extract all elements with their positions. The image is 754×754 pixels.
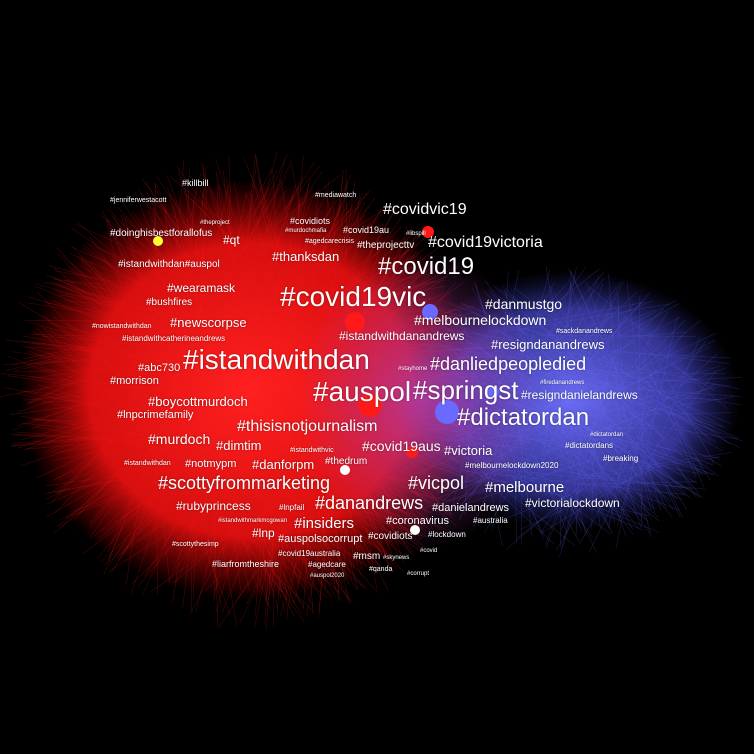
hashtag-label: #jenniferwestacott xyxy=(110,197,167,205)
hashtag-label: #libspill xyxy=(406,231,426,238)
hashtag-label: #covid19vic xyxy=(280,280,427,312)
nodes xyxy=(153,226,499,535)
hashtag-label: #danielandrews xyxy=(432,502,510,515)
hashtag-label: #morrison xyxy=(110,375,159,388)
hashtag-label: #sackdanandrews xyxy=(556,328,613,336)
hashtag-label: #liarfromtheshire xyxy=(212,558,280,569)
hashtag-label: #qt xyxy=(223,233,240,248)
hashtag-label: #covid19au xyxy=(343,224,390,235)
hashtag-label: #melbourne xyxy=(485,479,565,496)
node xyxy=(435,400,459,424)
hashtag-label: #theproject xyxy=(200,220,230,227)
hashtag-label: #newscorpse xyxy=(170,314,247,330)
hashtag-label: #covid19 xyxy=(378,252,475,280)
hashtag-label: #msm xyxy=(353,551,381,562)
hashtag-label: #scottythesimp xyxy=(172,541,219,549)
hashtag-label: #killbill xyxy=(182,177,209,188)
hashtag-label: #australia xyxy=(473,515,508,525)
hashtag-label: #firedanandrews xyxy=(540,380,585,387)
hashtag-label: #thanksdan xyxy=(272,248,340,264)
hashtag-label: #qanda xyxy=(369,566,393,574)
hashtag-label: #danliedpeopledied xyxy=(430,353,587,374)
hashtag-label: #covid xyxy=(420,548,438,555)
hashtag-label: #coronavirus xyxy=(386,515,449,528)
hashtag-label: #thedrum xyxy=(325,456,368,467)
hashtag-label: #resigndanielandrews xyxy=(521,388,638,403)
hashtag-label: #danforpm xyxy=(252,456,315,472)
hashtag-label: #covid19victoria xyxy=(428,234,543,252)
hashtag-label: #nowistandwithdan xyxy=(92,323,152,331)
node xyxy=(345,312,365,332)
node xyxy=(358,393,382,417)
hashtag-label: #melbournelockdown2020 xyxy=(465,460,559,470)
hashtag-label: #istandwithvic xyxy=(290,447,334,455)
hashtag-label: #stayhome xyxy=(398,366,428,373)
hashtag-label: #auspol2020 xyxy=(310,573,345,580)
hashtag-label: #istandwithmarkmcgowan xyxy=(218,518,288,525)
hashtag-label: #abc730 xyxy=(138,362,181,375)
node xyxy=(153,236,163,246)
hashtag-label: #covid19aus xyxy=(362,437,441,454)
hashtag-label: #dictatordan xyxy=(590,432,624,439)
hashtag-label: #resigndanandrews xyxy=(491,336,605,352)
hashtag-label: #thisisnotjournalism xyxy=(237,418,378,436)
hashtag-label: #mediawatch xyxy=(315,192,357,200)
hashtag-label: #murdoch xyxy=(148,430,211,447)
hashtag-label: #lockdown xyxy=(428,529,466,539)
hashtag-label: #istandwithdan xyxy=(124,460,171,468)
hashtag-label: #murdochmafia xyxy=(285,228,327,235)
hashtag-label: #corrupt xyxy=(407,571,430,578)
node xyxy=(340,465,350,475)
hashtag-label: #scottyfrommarketing xyxy=(158,472,331,493)
hashtag-label: #wearamask xyxy=(167,281,236,296)
hashtag-label: #danandrews xyxy=(315,492,424,513)
hashtag-label: #istandwithdanandrews xyxy=(339,329,465,344)
hashtag-label: #boycottmurdoch xyxy=(148,393,248,409)
hashtag-label: #bushfires xyxy=(146,297,193,308)
hashtag-label: #danmustgo xyxy=(485,295,563,312)
hashtag-label: #rubyprincess xyxy=(176,499,251,514)
hashtag-label: #istandwithdan xyxy=(183,343,370,375)
hashtag-label: #covid19australia xyxy=(278,548,341,558)
hashtag-label: #notmypm xyxy=(185,458,237,471)
node xyxy=(422,226,434,238)
hashtag-label: #dimtim xyxy=(216,437,262,453)
hashtag-label: #istandwithcatherineandrews xyxy=(122,333,226,343)
hashtag-label: #doinghisbestforallofus xyxy=(110,228,213,239)
hashtag-label: #istandwithdan#auspol xyxy=(118,259,220,270)
hashtag-label: #covidiots xyxy=(368,531,413,542)
hashtag-label: #auspol xyxy=(313,375,412,407)
hashtag-label: #dictatordan xyxy=(457,403,590,431)
hashtag-label: #springst xyxy=(413,375,519,406)
hashtag-label: #theprojecttv xyxy=(357,240,415,251)
hashtag-label: #lnpcrimefamily xyxy=(117,409,194,422)
hashtag-label: #dictatordans xyxy=(565,440,614,450)
hashtag-label: #agedcarecrisis xyxy=(305,238,355,246)
hashtag-label: #victorialockdown xyxy=(525,496,620,511)
hashtag-label: #breaking xyxy=(603,453,639,463)
hashtag-label: #covidiots xyxy=(290,215,331,226)
hashtag-label: #lnpfail xyxy=(279,502,305,512)
node xyxy=(487,386,499,398)
hashtag-label: #auspolsocorrupt xyxy=(278,533,363,546)
hashtag-label: #covidvic19 xyxy=(383,201,467,219)
node xyxy=(422,304,438,320)
hashtag-label: #skynews xyxy=(383,555,410,562)
hashtag-label: #melbournelockdown xyxy=(414,311,547,328)
hashtag-label: #victoria xyxy=(444,442,493,458)
hashtag-label: #agedcare xyxy=(308,559,346,569)
hashtag-label: #insiders xyxy=(294,515,355,532)
node xyxy=(410,525,420,535)
node xyxy=(406,446,418,458)
hashtag-label: #vicpol xyxy=(408,472,465,493)
hashtag-label: #lnp xyxy=(252,526,275,541)
